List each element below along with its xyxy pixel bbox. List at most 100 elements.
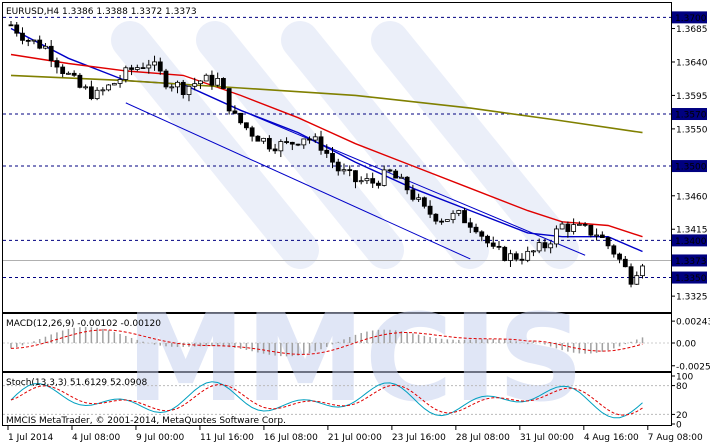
candle-body	[628, 266, 634, 285]
stoch-label: Stoch(13,3,3) 51.6129 52.0908	[6, 378, 147, 388]
time-tick-label: 16 Jul 08:00	[264, 433, 318, 443]
main-pane[interactable]	[3, 16, 671, 288]
candle-body	[439, 220, 444, 223]
candle-body	[502, 246, 508, 261]
candle-body	[48, 45, 54, 61]
price-tick-label: 1.3570	[675, 111, 707, 121]
candle-body	[88, 86, 94, 99]
stoch-tick-label: 0	[676, 421, 682, 431]
candle-body	[25, 39, 31, 42]
candle-body	[284, 141, 289, 143]
candle-body	[433, 213, 439, 222]
candle-body	[83, 86, 89, 89]
macd-label: MACD(12,26,9) -0.00102 -0.00120	[6, 319, 161, 329]
candle-body	[8, 24, 14, 27]
candle-body	[307, 138, 312, 141]
time-tick-label: 28 Jul 08:00	[456, 433, 510, 443]
candle-body	[330, 153, 335, 163]
symbol-header: EURUSD,H4 1.3386 1.3388 1.3372 1.3373	[6, 7, 197, 17]
candle-body	[599, 234, 605, 239]
candle-body	[226, 88, 232, 112]
candle-body	[364, 178, 370, 182]
candle-body	[485, 235, 490, 244]
candle-body	[358, 180, 364, 183]
candle-body	[43, 45, 48, 49]
candle-body	[261, 137, 267, 142]
candle-body	[157, 61, 163, 72]
time-tick-label: 4 Jul 08:00	[72, 433, 121, 443]
candle-body	[243, 122, 249, 129]
candle-body	[295, 143, 301, 146]
candle-body	[312, 136, 318, 141]
price-tick-label: 1.3373	[675, 257, 707, 267]
candle-body	[117, 79, 123, 84]
candle-body	[594, 234, 599, 237]
candle-body	[634, 275, 640, 285]
watermark: MMCIS	[111, 21, 584, 429]
price-label-box	[672, 271, 707, 284]
stoch-signal-line	[10, 384, 643, 416]
candle-body	[111, 83, 117, 86]
candle-body	[318, 136, 324, 151]
candle-body	[410, 189, 416, 200]
time-axis: 1 Jul 2014 4 Jul 08:00 9 Jul 00:00 11 Jul 1…	[7, 426, 703, 443]
candle-body	[347, 169, 353, 172]
candle-body	[565, 223, 571, 232]
candle-body	[525, 250, 531, 261]
candle-body	[335, 161, 341, 172]
candle-body	[232, 110, 238, 114]
time-tick-label: 21 Jul 00:00	[328, 433, 382, 443]
candle-body	[278, 141, 284, 152]
candle-body	[542, 242, 548, 249]
price-tick-label: 1.3400	[675, 237, 707, 247]
candle-body	[444, 219, 450, 222]
candle-body	[548, 243, 554, 249]
candle-body	[381, 169, 387, 186]
stoch-pane[interactable]	[3, 381, 671, 419]
candle-body	[398, 176, 404, 179]
candle-body	[353, 170, 358, 183]
candle-body	[123, 67, 129, 80]
candle-body	[140, 67, 146, 69]
candle-body	[180, 81, 186, 95]
candle-body	[640, 265, 645, 277]
candle-body	[198, 80, 203, 85]
candle-body	[387, 169, 393, 172]
price-label-box	[672, 160, 707, 173]
candle-body	[376, 182, 381, 186]
candle-body	[421, 197, 427, 207]
price-tick-label: 1.3685	[676, 25, 708, 35]
channel-upper-line	[240, 109, 586, 256]
time-tick-label: 4 Aug 16:00	[584, 433, 639, 443]
candle-body	[289, 141, 295, 145]
price-tick-label: 1.3500	[675, 163, 707, 173]
stoch-main-line	[10, 381, 643, 419]
price-tick-label: 1.3595	[676, 92, 708, 102]
price-tick-label: 1.3325	[676, 293, 708, 303]
candle-body	[531, 250, 536, 253]
price-tick-label: 1.3460	[676, 192, 708, 202]
candle-body	[462, 210, 467, 224]
macd-tick-label: -0.00253	[676, 362, 710, 372]
candle-body	[66, 72, 71, 75]
candle-body	[513, 253, 519, 260]
macd-pane[interactable]	[3, 326, 671, 357]
candle-body	[20, 32, 25, 41]
candle-body	[221, 78, 226, 89]
macd-tick-label: 0.00	[676, 340, 696, 350]
candle-body	[255, 135, 261, 142]
stoch-tick-label: 100	[676, 373, 693, 383]
stoch-tick-label: 80	[676, 382, 688, 392]
candle-body	[605, 237, 611, 247]
copyright-text: MMCIS MetaTrader, © 2001-2014, MetaQuote…	[6, 416, 286, 426]
candle-body	[77, 74, 83, 88]
candle-body	[611, 245, 617, 255]
candle-body	[60, 66, 66, 74]
candle-body	[186, 85, 192, 95]
candle-body	[496, 245, 502, 248]
candle-body	[576, 223, 582, 226]
time-tick-label: 7 Aug 08:00	[648, 433, 703, 443]
